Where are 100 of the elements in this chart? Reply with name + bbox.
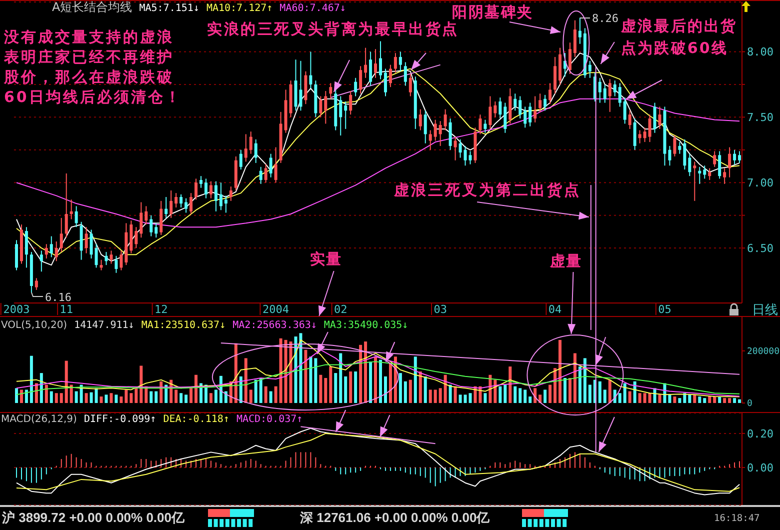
bar bbox=[498, 386, 502, 403]
candlestick bbox=[703, 165, 706, 180]
bar bbox=[698, 396, 702, 403]
bar bbox=[563, 378, 566, 403]
candlestick bbox=[454, 136, 457, 161]
candlestick bbox=[603, 84, 606, 104]
text: MA3:35490.035↓ bbox=[324, 319, 408, 332]
bar bbox=[603, 390, 606, 403]
x-tick-label: 03 bbox=[434, 303, 447, 316]
bar bbox=[319, 374, 322, 403]
candlestick bbox=[54, 240, 58, 262]
candlestick bbox=[309, 51, 312, 89]
candlestick bbox=[24, 226, 28, 268]
candlestick bbox=[643, 127, 646, 143]
bar bbox=[184, 394, 188, 403]
bar bbox=[668, 394, 672, 403]
y-tick-label: 200000 bbox=[747, 347, 780, 358]
annotation: 14147.911↓ bbox=[74, 319, 134, 332]
bar bbox=[518, 388, 522, 403]
text: 16:18:47 bbox=[714, 512, 760, 526]
bar bbox=[464, 394, 467, 403]
candlestick bbox=[329, 82, 332, 100]
text: 日线 bbox=[752, 302, 778, 319]
bar bbox=[120, 396, 123, 403]
bar bbox=[548, 384, 552, 403]
bar bbox=[354, 371, 358, 403]
bar bbox=[349, 371, 352, 403]
candlestick bbox=[514, 93, 517, 112]
candlestick bbox=[104, 251, 108, 266]
bar bbox=[398, 373, 402, 403]
candlestick bbox=[134, 226, 138, 249]
candlestick bbox=[269, 153, 272, 178]
candlestick bbox=[613, 80, 616, 97]
bar bbox=[244, 358, 248, 403]
bar bbox=[688, 394, 692, 403]
annotation: MACD:0.037↑ bbox=[236, 413, 303, 426]
text: DIFF:-0.099↑ bbox=[84, 413, 156, 426]
bar bbox=[633, 381, 636, 403]
candlestick bbox=[508, 88, 512, 124]
candlestick bbox=[244, 134, 248, 162]
candlestick bbox=[498, 97, 502, 119]
line-series bbox=[16, 361, 740, 396]
bar bbox=[359, 344, 362, 403]
candlestick bbox=[444, 108, 447, 131]
candlestick bbox=[34, 278, 38, 290]
bar bbox=[643, 393, 646, 403]
annotation: 没有成交量支持的虚浪表明庄家已经不再维护股价，那么在虚浪跌破60日均线后必须清仓！ bbox=[4, 27, 182, 107]
bar bbox=[379, 360, 382, 403]
candlestick bbox=[534, 96, 537, 123]
candlestick bbox=[733, 149, 736, 165]
candlestick bbox=[548, 82, 552, 105]
bar bbox=[438, 388, 442, 403]
candlestick bbox=[528, 102, 532, 127]
bar bbox=[100, 396, 103, 403]
bar bbox=[428, 390, 432, 403]
bar bbox=[209, 393, 212, 403]
text: MA5:7.151↓ bbox=[139, 2, 200, 15]
candlestick bbox=[40, 250, 43, 272]
annotation: 阳阴墓碑夹 bbox=[452, 3, 534, 21]
bar bbox=[573, 353, 576, 403]
bar bbox=[448, 384, 452, 403]
candlestick bbox=[718, 150, 722, 180]
candlestick bbox=[84, 226, 88, 254]
bar bbox=[528, 396, 532, 403]
candlestick bbox=[713, 150, 716, 168]
bar bbox=[84, 393, 88, 403]
candlestick bbox=[364, 47, 368, 78]
y-tick-label: 0.20 bbox=[747, 427, 774, 440]
candlestick bbox=[259, 166, 262, 184]
bar bbox=[15, 388, 18, 403]
bar bbox=[418, 371, 422, 403]
text: 深 12761.06 +0.00 0.00% 0.00亿 bbox=[300, 509, 490, 526]
bar bbox=[214, 390, 218, 403]
candlestick bbox=[64, 172, 68, 238]
bar bbox=[723, 398, 726, 403]
bar bbox=[259, 378, 262, 403]
candlestick bbox=[264, 164, 268, 184]
candlestick bbox=[100, 259, 103, 271]
y-tick-label: 0.00 bbox=[747, 461, 774, 474]
annotation: 虚浪三死叉为第二出货点 bbox=[394, 181, 581, 200]
bar bbox=[304, 350, 308, 403]
candlestick bbox=[274, 146, 278, 184]
bar bbox=[334, 373, 338, 403]
candlestick bbox=[648, 114, 652, 143]
candlestick bbox=[224, 195, 228, 214]
candlestick bbox=[428, 130, 432, 150]
candlestick bbox=[668, 145, 672, 166]
candlestick bbox=[219, 182, 222, 211]
candlestick bbox=[554, 56, 557, 94]
chart-title: A短长结合均线 bbox=[52, 0, 132, 14]
candlestick bbox=[408, 73, 412, 97]
candlestick bbox=[464, 145, 467, 166]
candlestick bbox=[15, 240, 18, 271]
y-tick-label: 7.50 bbox=[747, 111, 774, 124]
annotation: 虚量 bbox=[550, 252, 582, 271]
bar bbox=[249, 390, 252, 403]
candlestick bbox=[478, 114, 482, 135]
bar bbox=[618, 393, 622, 403]
candlestick bbox=[468, 150, 472, 165]
bar bbox=[554, 368, 557, 403]
